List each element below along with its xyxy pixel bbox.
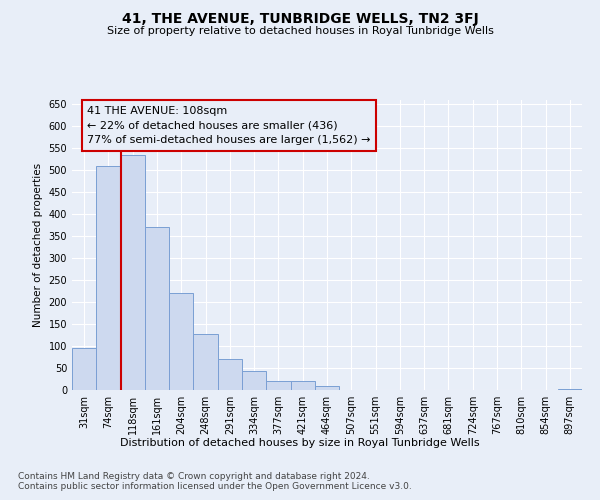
Text: Contains HM Land Registry data © Crown copyright and database right 2024.: Contains HM Land Registry data © Crown c… <box>18 472 370 481</box>
Bar <box>266 381 290 390</box>
Bar <box>315 386 339 390</box>
Bar <box>145 228 169 390</box>
Bar <box>218 359 242 390</box>
Y-axis label: Number of detached properties: Number of detached properties <box>33 163 43 327</box>
Text: Distribution of detached houses by size in Royal Tunbridge Wells: Distribution of detached houses by size … <box>120 438 480 448</box>
Bar <box>96 166 121 390</box>
Text: 41, THE AVENUE, TUNBRIDGE WELLS, TN2 3FJ: 41, THE AVENUE, TUNBRIDGE WELLS, TN2 3FJ <box>122 12 478 26</box>
Bar <box>169 294 193 390</box>
Text: 41 THE AVENUE: 108sqm
← 22% of detached houses are smaller (436)
77% of semi-det: 41 THE AVENUE: 108sqm ← 22% of detached … <box>88 106 371 146</box>
Bar <box>72 348 96 390</box>
Bar <box>193 334 218 390</box>
Bar <box>121 155 145 390</box>
Bar <box>290 381 315 390</box>
Bar <box>242 371 266 390</box>
Text: Contains public sector information licensed under the Open Government Licence v3: Contains public sector information licen… <box>18 482 412 491</box>
Bar <box>558 388 582 390</box>
Text: Size of property relative to detached houses in Royal Tunbridge Wells: Size of property relative to detached ho… <box>107 26 493 36</box>
